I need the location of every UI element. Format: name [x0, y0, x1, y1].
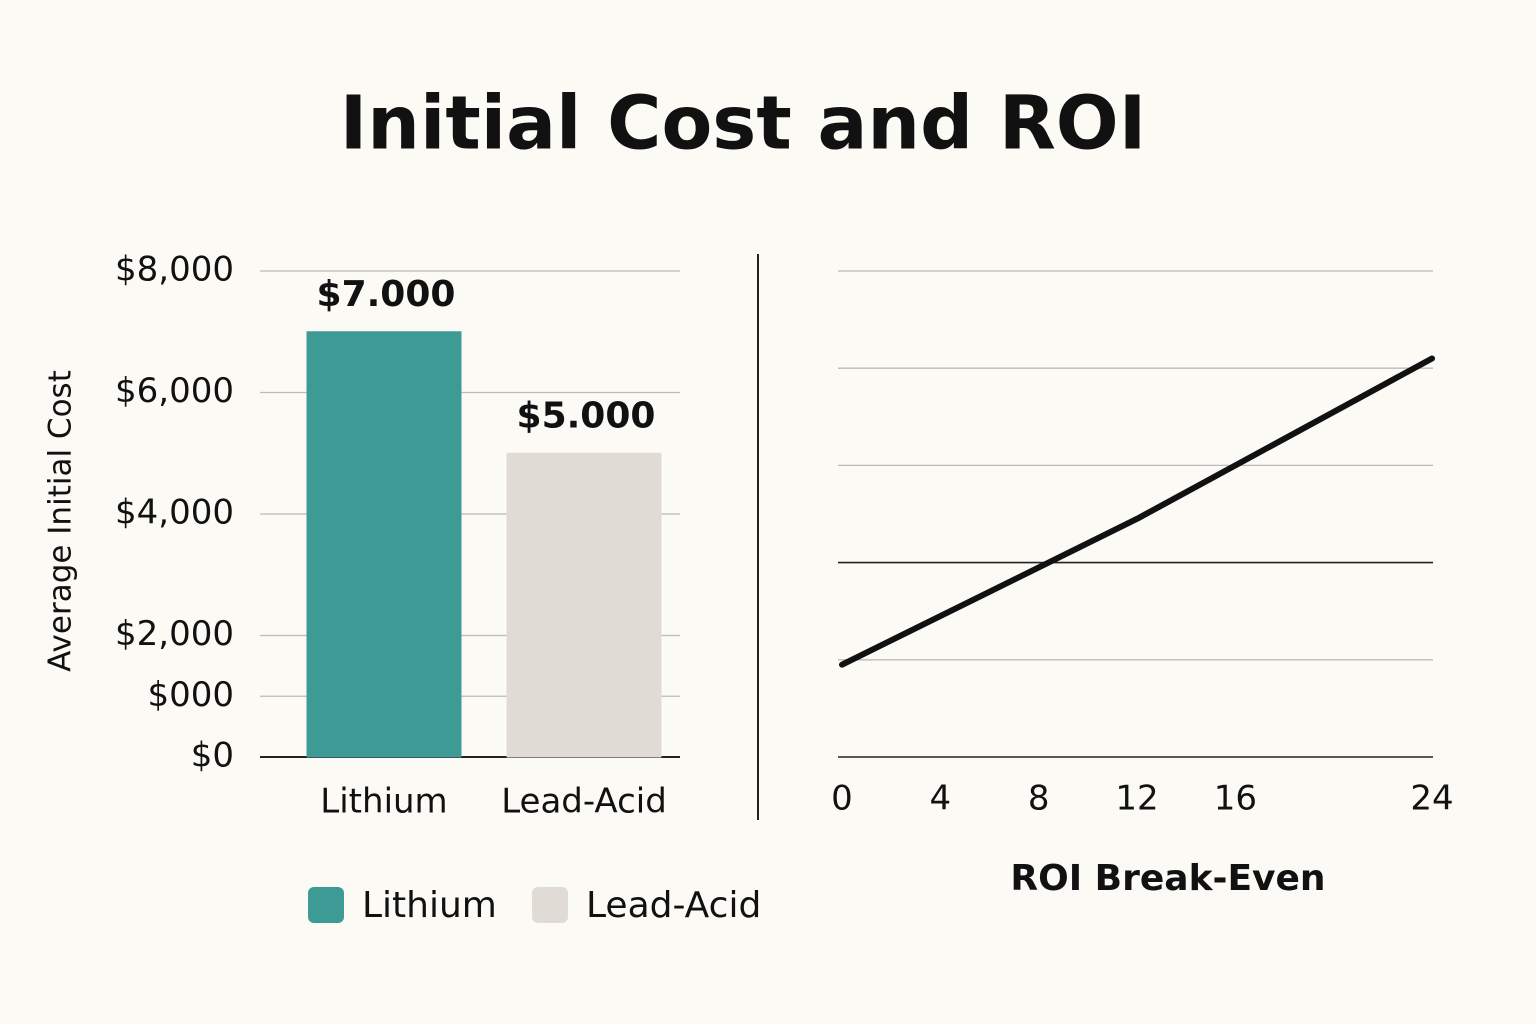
y-tick-label: $8,000 [115, 250, 234, 290]
x-tick-label: Lead-Acid [501, 782, 667, 822]
value-label: $5.000 [517, 395, 656, 436]
y-axis-label: Average Initial Cost [43, 370, 79, 672]
legend-swatch [532, 887, 568, 923]
x-tick-label: 12 [1115, 779, 1158, 819]
legend-label: Lead-Acid [586, 885, 761, 926]
x-tick-label: Lithium [320, 782, 447, 822]
legend-label: Lithium [362, 885, 497, 926]
y-tick-label: $000 [147, 675, 234, 715]
line [839, 355, 1435, 668]
title: Initial Cost and ROI [340, 81, 1146, 167]
legend-swatch [308, 887, 344, 923]
x-tick-label: 8 [1028, 779, 1050, 819]
x-tick-label: 16 [1214, 779, 1257, 819]
x-tick-label: 24 [1410, 779, 1453, 819]
y-tick-label: $4,000 [115, 493, 234, 533]
bar [306, 331, 462, 758]
y-tick-label: $0 [191, 736, 234, 776]
x-tick-label: 4 [930, 779, 952, 819]
x-tick-label: 0 [831, 779, 853, 819]
y-tick-label: $2,000 [115, 614, 234, 654]
y-tick-label: $6,000 [115, 371, 234, 411]
bar [506, 452, 662, 758]
value-label: $7.000 [317, 274, 456, 315]
x-axis-label: ROI Break-Even [1010, 858, 1325, 899]
